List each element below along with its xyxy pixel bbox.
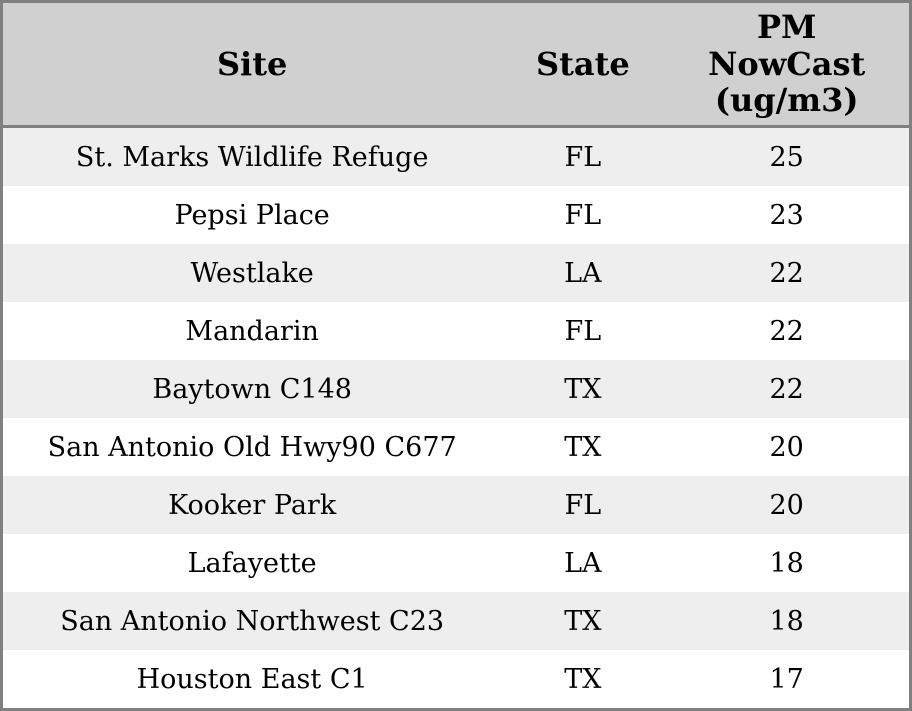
cell-pm-nowcast: 18 xyxy=(769,547,804,579)
table-header: Site State PM NowCast (ug/m3) xyxy=(3,3,909,128)
cell-pm-nowcast: 17 xyxy=(769,663,804,695)
cell-site: San Antonio Old Hwy90 C677 xyxy=(47,431,457,463)
cell-pm-nowcast: 22 xyxy=(769,257,804,289)
table-row: St. Marks Wildlife Refuge FL 25 xyxy=(3,126,909,186)
table-row: Mandarin FL 22 xyxy=(3,302,909,360)
cell-site: St. Marks Wildlife Refuge xyxy=(75,141,429,173)
pm-nowcast-table-grid: Site State PM NowCast (ug/m3) St. Marks … xyxy=(3,3,909,708)
cell-site: Houston East C1 xyxy=(136,663,368,695)
cell-site: Mandarin xyxy=(185,315,319,347)
cell-state: LA xyxy=(564,257,602,289)
cell-pm-nowcast: 23 xyxy=(769,199,804,231)
table-row: Kooker Park FL 20 xyxy=(3,476,909,534)
cell-state: TX xyxy=(564,663,602,695)
table-row: Lafayette LA 18 xyxy=(3,534,909,592)
header-row: Site State PM NowCast (ug/m3) xyxy=(3,3,909,128)
column-header-pm-nowcast: PM NowCast (ug/m3) xyxy=(664,3,909,128)
cell-site: Pepsi Place xyxy=(174,199,330,231)
table-body: St. Marks Wildlife Refuge FL 25 Pepsi Pl… xyxy=(3,126,909,708)
table-row: San Antonio Old Hwy90 C677 TX 20 xyxy=(3,418,909,476)
cell-site: San Antonio Northwest C23 xyxy=(60,605,445,637)
cell-pm-nowcast: 22 xyxy=(769,373,804,405)
cell-site: Baytown C148 xyxy=(152,373,352,405)
cell-state: FL xyxy=(564,199,602,231)
cell-state: TX xyxy=(564,431,602,463)
cell-site: Kooker Park xyxy=(168,489,337,521)
table-row: Westlake LA 22 xyxy=(3,244,909,302)
cell-pm-nowcast: 22 xyxy=(769,315,804,347)
cell-state: TX xyxy=(564,373,602,405)
cell-site: Westlake xyxy=(190,257,314,289)
cell-site: Lafayette xyxy=(187,547,317,579)
column-header-site: Site xyxy=(3,3,502,128)
cell-pm-nowcast: 20 xyxy=(769,489,804,521)
cell-pm-nowcast: 25 xyxy=(769,141,804,173)
table-row: Baytown C148 TX 22 xyxy=(3,360,909,418)
table-row: Pepsi Place FL 23 xyxy=(3,186,909,244)
cell-state: FL xyxy=(564,315,602,347)
table-row: Houston East C1 TX 17 xyxy=(3,650,909,708)
column-header-state: State xyxy=(501,3,665,128)
cell-state: FL xyxy=(564,489,602,521)
cell-state: LA xyxy=(564,547,602,579)
cell-state: TX xyxy=(564,605,602,637)
cell-state: FL xyxy=(564,141,602,173)
cell-pm-nowcast: 18 xyxy=(769,605,804,637)
table-row: San Antonio Northwest C23 TX 18 xyxy=(3,592,909,650)
cell-pm-nowcast: 20 xyxy=(769,431,804,463)
